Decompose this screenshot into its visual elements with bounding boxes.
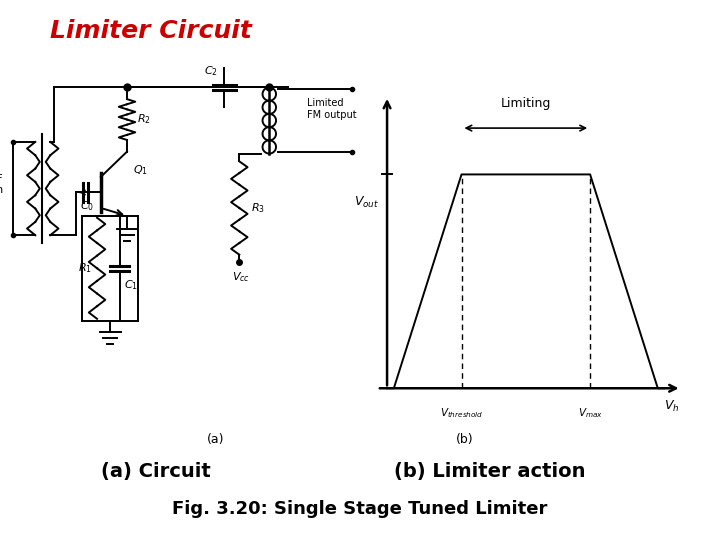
- Text: $R_3$: $R_3$: [251, 201, 264, 215]
- Text: $C_1$: $C_1$: [124, 278, 138, 292]
- Text: (b): (b): [456, 433, 473, 446]
- Text: (a): (a): [207, 433, 225, 446]
- Text: Limiter Circuit: Limiter Circuit: [50, 19, 252, 43]
- Text: IF
in: IF in: [0, 174, 4, 195]
- Text: Limiting: Limiting: [500, 97, 551, 110]
- Text: $C_0$: $C_0$: [80, 199, 94, 213]
- Text: $R_1$: $R_1$: [78, 261, 92, 275]
- Text: (b) Limiter action: (b) Limiter action: [394, 462, 585, 481]
- Text: (a) Circuit: (a) Circuit: [101, 462, 210, 481]
- Text: Limited
FM output: Limited FM output: [307, 98, 356, 120]
- Text: Fig. 3.20: Single Stage Tuned Limiter: Fig. 3.20: Single Stage Tuned Limiter: [172, 501, 548, 518]
- Text: $C_2$: $C_2$: [204, 64, 217, 78]
- Text: $V_{out}$: $V_{out}$: [354, 195, 379, 211]
- Text: $V_h$: $V_h$: [664, 399, 679, 414]
- Text: $V_{cc}$: $V_{cc}$: [232, 270, 250, 284]
- Text: $V_{max}$: $V_{max}$: [577, 406, 603, 420]
- Text: $V_{threshold}$: $V_{threshold}$: [440, 406, 483, 420]
- Text: $R_2$: $R_2$: [138, 113, 151, 126]
- Text: $Q_1$: $Q_1$: [132, 163, 148, 177]
